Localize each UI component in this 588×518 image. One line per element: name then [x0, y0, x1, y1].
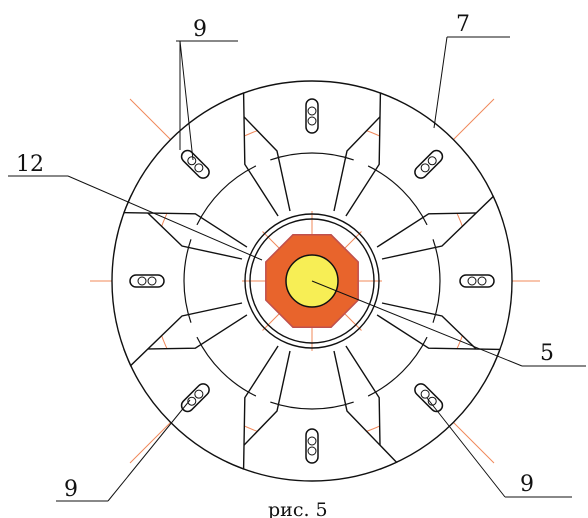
- label-top-left: 9: [193, 17, 207, 42]
- segment-inner-arc: [367, 336, 428, 397]
- bolt-hole: [477, 276, 487, 286]
- bolt-slot: [305, 98, 319, 134]
- leader-top-right: [433, 36, 448, 129]
- leader-bottom-left: [107, 399, 191, 502]
- leader-top-left-b: [179, 40, 194, 161]
- bolt-hole: [420, 389, 430, 399]
- label-right: 5: [540, 341, 554, 366]
- radial-segments: [111, 80, 513, 482]
- bolt-hole: [307, 436, 317, 446]
- leader-right: [311, 280, 523, 367]
- leader-bottom-right: [426, 397, 506, 498]
- bolt-slot: [180, 149, 210, 179]
- segment-inner-arc: [270, 152, 354, 161]
- segment-inner-arc: [367, 165, 428, 226]
- bolt-hole: [427, 396, 437, 406]
- bolt-hole: [187, 396, 197, 406]
- bolt-hole: [147, 276, 157, 286]
- bolt-hole: [467, 276, 477, 286]
- bolt-hole: [194, 163, 204, 173]
- bolt-slot: [129, 274, 165, 288]
- segment-inner-arc: [270, 401, 354, 410]
- bolt-slot: [305, 428, 319, 464]
- radial-segment: [345, 314, 501, 470]
- bolt-hole: [137, 276, 147, 286]
- leader-lines: [8, 36, 586, 502]
- bolt-slot: [414, 383, 444, 413]
- bolt-hole: [187, 156, 197, 166]
- segment-inner-arc: [432, 239, 441, 323]
- label-top-right: 7: [456, 12, 470, 37]
- bolt-hole: [307, 116, 317, 126]
- segment-inner-arc: [183, 239, 192, 323]
- segment-inner-arc: [196, 336, 257, 397]
- bolt-hole: [307, 106, 317, 116]
- bolt-slot: [459, 274, 495, 288]
- bolt-slot: [180, 383, 210, 413]
- bolt-hole: [307, 446, 317, 456]
- hub-outer-circle: [244, 213, 380, 349]
- bolt-hole: [427, 156, 437, 166]
- radial-segment: [123, 314, 279, 470]
- segment-inner-arc: [196, 165, 257, 226]
- leader-left: [67, 175, 263, 261]
- bolt-slot: [414, 149, 444, 179]
- bolt-hole: [420, 163, 430, 173]
- label-left: 12: [16, 152, 44, 177]
- bolt-hole: [194, 389, 204, 399]
- label-bottom-right: 9: [520, 472, 534, 497]
- label-bottom-left: 9: [64, 477, 78, 502]
- hub-inner-circle: [249, 218, 375, 344]
- radial-segment: [123, 92, 279, 248]
- figure-caption: рис. 5: [268, 499, 328, 518]
